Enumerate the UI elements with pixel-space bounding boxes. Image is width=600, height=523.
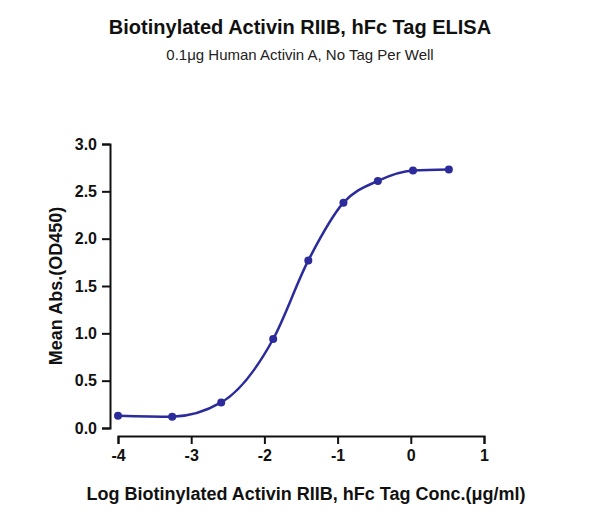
tick: 0.5 [75, 372, 110, 389]
point [304, 256, 312, 264]
tick: 0.0 [75, 420, 110, 437]
tick-label: 1 [480, 447, 489, 464]
tick-mark [337, 436, 339, 444]
x-axis-title: Log Biotinylated Activin RIIB, hFc Tag C… [86, 484, 525, 504]
y-axis: 0.0 0.5 1.0 1.5 2.0 2.5 3.0 [75, 136, 111, 437]
tick: 2.0 [75, 230, 110, 247]
point [269, 335, 277, 343]
tick-label: 0 [407, 447, 416, 464]
axis-line [119, 437, 485, 445]
title: Biotinylated Activin RIIB, hFc Tag ELISA [109, 16, 491, 38]
tick-label: -2 [258, 447, 272, 464]
tick-mark [410, 436, 412, 444]
point [409, 167, 417, 175]
chart: Biotinylated Activin RIIB, hFc Tag ELISA… [0, 0, 600, 523]
point [445, 166, 453, 174]
x-axis: -4 -3 -2 -1 0 1 [111, 436, 489, 464]
tick-mark [102, 238, 110, 240]
point [374, 177, 382, 185]
tick-label: 2.5 [75, 183, 97, 200]
tick-label: -3 [185, 447, 199, 464]
tick-mark [118, 436, 120, 444]
tick-mark [102, 380, 110, 382]
tick-mark [264, 436, 266, 444]
tick: -1 [331, 436, 345, 464]
y-axis-title: Mean Abs.(OD450) [46, 207, 66, 365]
line [118, 170, 449, 417]
point [168, 413, 176, 421]
point [114, 412, 122, 420]
tick: 0 [407, 436, 416, 464]
tick: 1.0 [75, 325, 110, 342]
tick: -3 [185, 436, 199, 464]
tick-label: 2.0 [75, 230, 97, 247]
tick: 1 [480, 436, 489, 464]
tick-label: -4 [111, 447, 125, 464]
tick-label: 0.5 [75, 372, 97, 389]
point [339, 199, 347, 207]
tick: 1.5 [75, 278, 110, 295]
axis-line [102, 145, 111, 429]
tick-mark [102, 191, 110, 193]
tick-mark [102, 144, 110, 146]
tick-mark [484, 436, 486, 444]
plot-area [114, 166, 453, 421]
tick-mark [191, 436, 193, 444]
tick-label: -1 [331, 447, 345, 464]
tick: -2 [258, 436, 272, 464]
tick: 2.5 [75, 183, 110, 200]
point [217, 398, 225, 406]
tick: -4 [111, 436, 125, 464]
tick-label: 1.0 [75, 325, 97, 342]
tick: 3.0 [75, 136, 110, 153]
tick-label: 0.0 [75, 420, 97, 437]
tick-mark [102, 286, 110, 288]
subtitle: 0.1μg Human Activin A, No Tag Per Well [166, 46, 433, 63]
tick-label: 3.0 [75, 136, 97, 153]
tick-label: 1.5 [75, 278, 97, 295]
tick-mark [102, 333, 110, 335]
tick-mark [102, 428, 110, 430]
